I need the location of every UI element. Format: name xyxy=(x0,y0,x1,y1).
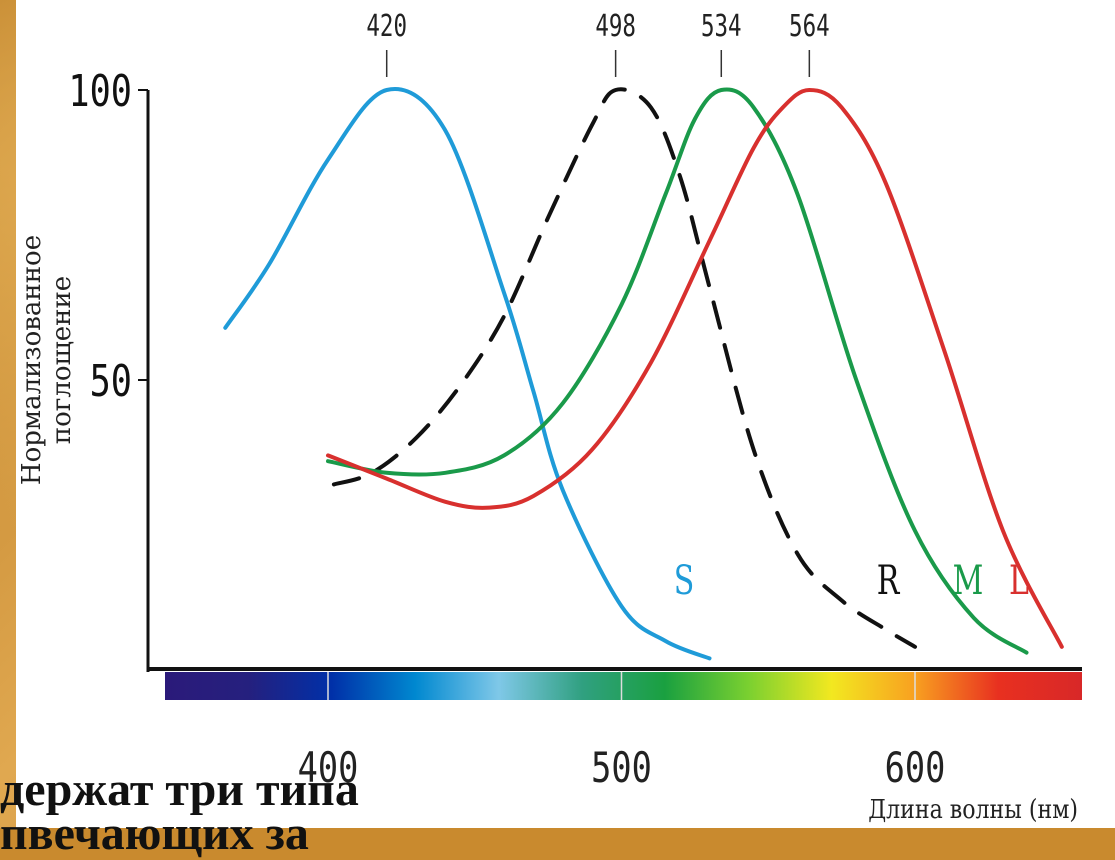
curve-r xyxy=(331,87,917,649)
peak-label: 534 xyxy=(701,9,742,44)
x-tick-label: 400 xyxy=(298,743,359,792)
y-axis-label: Нормализованное xyxy=(17,235,47,485)
y-tick-label: 50 xyxy=(90,356,132,407)
curve-l xyxy=(326,87,1064,649)
plot-panel xyxy=(16,0,1115,828)
series-label-r: R xyxy=(877,558,901,604)
peak-label: 420 xyxy=(366,9,407,44)
spectrum-bar xyxy=(165,672,1082,700)
caption-text: держат три типа пвечающих за xyxy=(0,763,359,860)
series-label-l: L xyxy=(1009,558,1029,604)
series-label-m: M xyxy=(953,558,984,604)
x-tick-label: 500 xyxy=(591,743,652,792)
peak-label: 564 xyxy=(789,9,830,44)
y-tick-label: 100 xyxy=(68,66,132,117)
series-label-s: S xyxy=(674,558,695,604)
peak-label: 498 xyxy=(595,9,636,44)
y-axis-label: поглощение xyxy=(47,276,77,444)
x-axis-label: Длина волны (нм) xyxy=(868,794,1078,824)
absorption-chart: 50100400500600700420498534564SRMLНормали… xyxy=(16,0,1115,828)
curve-s xyxy=(223,87,712,661)
curve-m xyxy=(326,87,1029,655)
x-tick-label: 600 xyxy=(885,743,946,792)
